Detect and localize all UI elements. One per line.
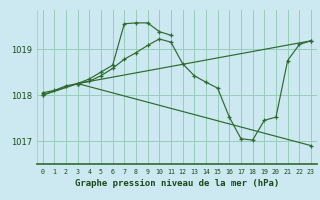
X-axis label: Graphe pression niveau de la mer (hPa): Graphe pression niveau de la mer (hPa) (75, 179, 279, 188)
